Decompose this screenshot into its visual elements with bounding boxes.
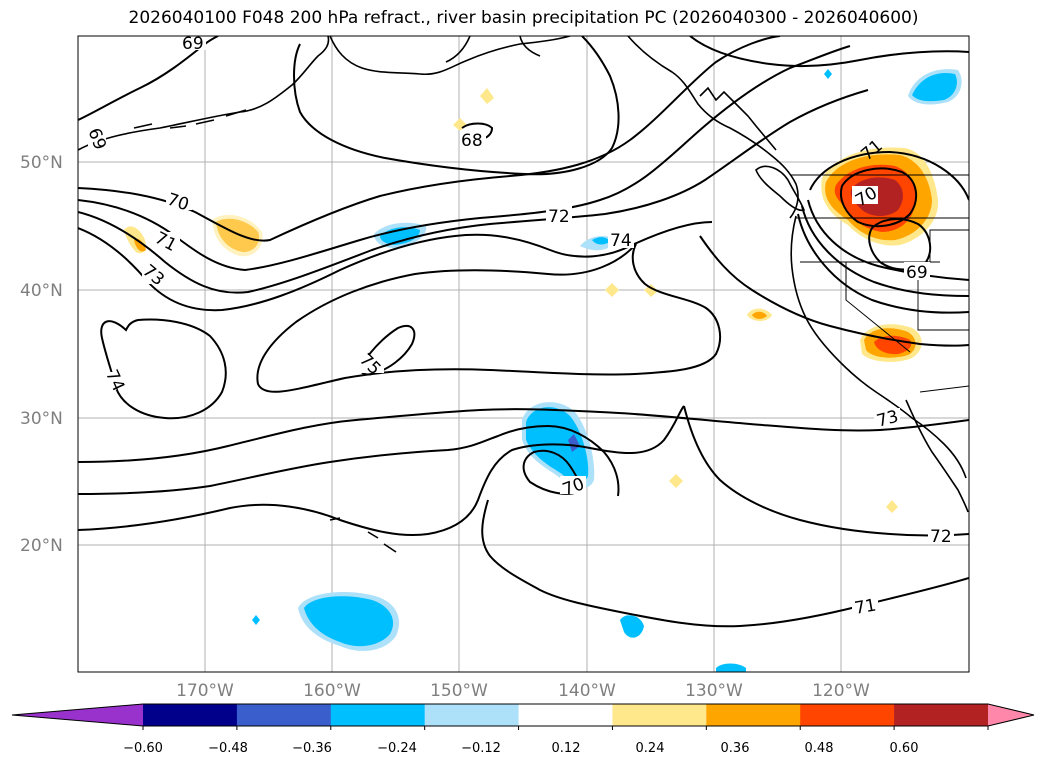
lon-label: 150°W <box>430 681 488 701</box>
contour-70-upper <box>78 36 781 242</box>
lat-label: 50°N <box>20 153 63 173</box>
colorbar-tick-label: 0.24 <box>636 741 665 756</box>
contour-70-pnw <box>840 167 918 228</box>
contour-pnw-ring-2 <box>807 199 969 281</box>
us-mexico-border <box>919 385 969 393</box>
contour-73-upper <box>78 221 713 312</box>
precip-170w-yellow <box>212 214 263 257</box>
precip-negative-areas <box>252 69 962 672</box>
lat-label: 40°N <box>20 281 63 301</box>
contour-label: 69 <box>906 263 928 283</box>
precip-135w <box>644 284 658 297</box>
contour-75-loop <box>358 325 416 376</box>
colorbar-segment <box>424 704 520 726</box>
colorbar-segment <box>236 704 332 726</box>
map-frame <box>77 35 970 673</box>
contour-72-upper <box>78 89 869 294</box>
colorbar-tick-label: −0.36 <box>292 741 332 756</box>
lat-label: 20°N <box>20 536 63 556</box>
contour-73-south <box>78 408 969 463</box>
precip-gulf-ak-1 <box>480 88 494 104</box>
colorbar <box>11 703 1035 730</box>
colorbar-segment <box>706 704 801 726</box>
state-boundaries <box>796 217 969 331</box>
contour-68-loop <box>293 36 620 176</box>
colorbar-tick-label: 0.48 <box>805 741 834 756</box>
precip-137w <box>605 283 619 297</box>
colorbar-extend-max <box>988 704 1034 726</box>
precip-central-core <box>568 434 580 452</box>
colorbar-tick-label: 0.12 <box>552 741 581 756</box>
precip-ca-red <box>874 335 912 355</box>
lon-label: 120°W <box>812 681 870 701</box>
aleutian-chain <box>133 109 247 129</box>
contour-74-west <box>100 318 227 420</box>
contour-72-right <box>699 235 969 347</box>
graticule <box>78 36 969 672</box>
colorbar-segment <box>612 704 707 726</box>
colorbar-segment <box>894 704 989 726</box>
lon-label: 140°W <box>558 681 616 701</box>
contour-label: 72 <box>930 527 952 547</box>
precip-127w-core <box>752 311 767 319</box>
lon-label: 160°W <box>303 681 361 701</box>
colorbar-segment <box>143 704 238 726</box>
gulf-alaska-coast <box>627 36 799 219</box>
contour-72-east <box>683 405 969 537</box>
latitude-labels: 50°N 40°N 30°N 20°N <box>20 153 63 556</box>
contour-label: 71 <box>853 595 878 618</box>
colorbar-tick-label: 0.36 <box>721 741 750 756</box>
contour-72-south <box>78 424 620 497</box>
contour-61-top-right <box>689 36 969 68</box>
precip-140w-core <box>592 237 610 245</box>
colorbar-segment <box>330 704 426 726</box>
colorbar-tick-label: 0.60 <box>890 741 919 756</box>
contour-71-upper <box>78 45 851 272</box>
us-west-coast <box>790 215 967 479</box>
precip-hi-cyan <box>304 596 394 647</box>
contour-label: 68 <box>461 131 483 151</box>
longitude-labels: 170°W 160°W 150°W 140°W 130°W 120°W <box>176 681 870 701</box>
precip-130n <box>824 69 832 79</box>
contour-pnw-ring-4 <box>797 213 969 314</box>
ca-nv-border <box>845 262 911 353</box>
contour-label: 72 <box>548 207 570 227</box>
contour-pnw-ring-3 <box>801 205 969 297</box>
precip-bc-cyan <box>912 72 957 102</box>
colorbar-tick-labels: −0.60 −0.48 −0.36 −0.24 −0.12 0.12 0.24 … <box>123 741 918 756</box>
precip-127w-south <box>620 615 644 638</box>
colorbar-tick-label: −0.24 <box>377 741 417 756</box>
map-area <box>78 36 969 672</box>
colorbar-extend-min <box>12 704 143 726</box>
colorbar-tick-label: −0.60 <box>123 741 163 756</box>
contour-69-north <box>78 36 219 121</box>
alaska-coast <box>78 36 330 151</box>
contour-label: 69 <box>182 34 204 54</box>
contour-pnw-ring-1 <box>809 150 969 201</box>
colorbar-segment <box>518 704 613 726</box>
refractivity-contours <box>78 36 969 628</box>
precip-133w <box>669 474 683 488</box>
contour-label: 74 <box>610 231 632 251</box>
lon-label: 130°W <box>685 681 743 701</box>
colorbar-tick-label: −0.48 <box>208 741 248 756</box>
alaska-peninsula <box>329 36 571 76</box>
precip-116w <box>886 500 898 513</box>
map-title: 2026040100 F048 200 hPa refract., river … <box>128 8 919 28</box>
colorbar-segment <box>800 704 895 726</box>
contour-71-south <box>78 405 685 537</box>
lat-label: 30°N <box>20 409 63 429</box>
colorbar-tick-label: −0.12 <box>461 741 501 756</box>
precip-166w <box>252 615 260 625</box>
precip-131w-edge <box>716 663 746 672</box>
alaska-inlet <box>445 36 541 63</box>
precip-175w-core <box>134 238 146 252</box>
lon-label: 170°W <box>176 681 234 701</box>
bc-coast-islands <box>699 86 777 151</box>
